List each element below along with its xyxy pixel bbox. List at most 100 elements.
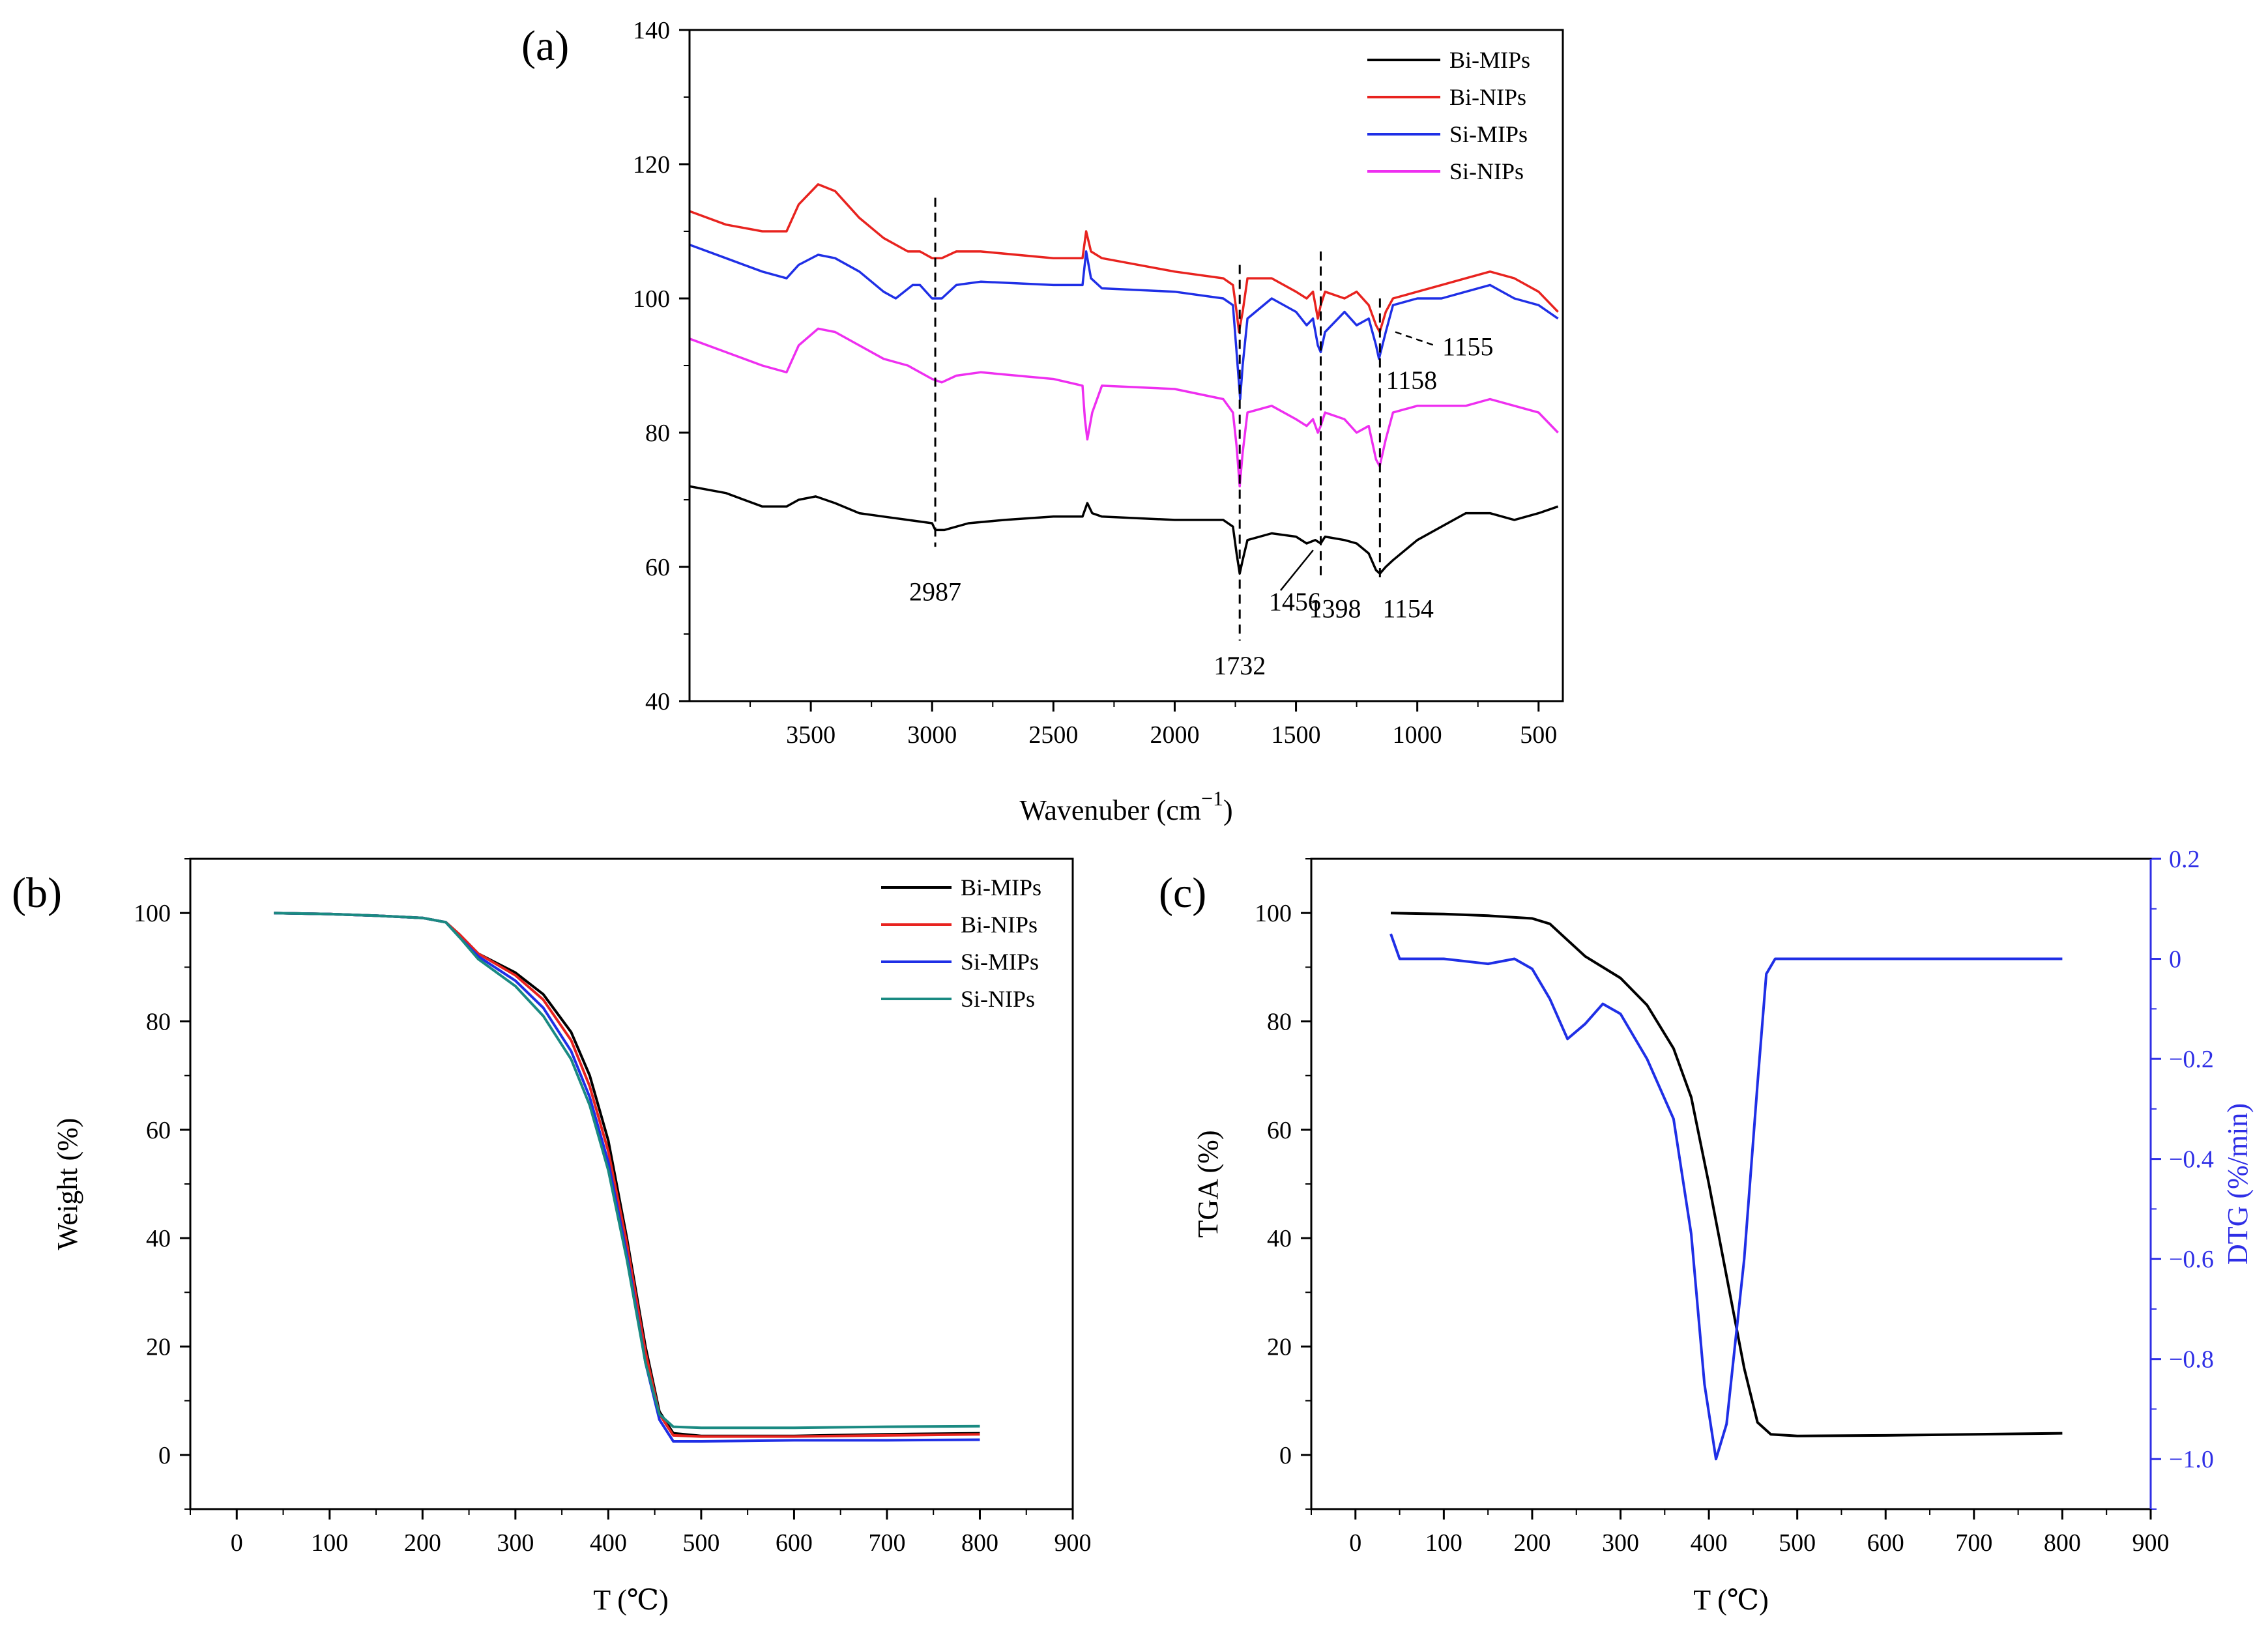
panel-b-xtick-label: 300 [497,1529,534,1557]
panel-a-xtick-label: 2500 [1028,721,1078,749]
panel-a-ytick-label: 80 [645,420,670,447]
panel-c-frame [1310,858,2152,1510]
panel-c-rtick-label: 0 [2169,946,2181,973]
panel-a-xtick-label: 500 [1520,721,1557,749]
panel-b-xtick-label: 0 [231,1529,243,1557]
annotation-1456: 1456 [1269,587,1321,616]
panel-b-label: (b) [12,869,62,917]
series-line-tga [1390,912,2063,1437]
panel-c-ytick-label: 100 [1255,900,1292,927]
annotation-2987: 2987 [909,577,961,607]
panel-a-frame [688,29,1564,702]
panel-b-ytick-label: 60 [146,1117,171,1144]
panel-b-legend: Bi-MIPs Bi-NIPs Si-MIPs Si-NIPs [881,874,1041,1012]
panel-c-xtick-label: 900 [2132,1529,2170,1557]
series-line-si-nips [274,912,980,1430]
annotation-1155: 1155 [1442,332,1494,362]
panel-a-xtick-label: 2000 [1150,721,1199,749]
panel-b-ytick-label: 80 [146,1009,171,1036]
panel-c-rtick-label: −0.4 [2169,1146,2214,1174]
panel-c-xtick-label: 500 [1779,1529,1816,1557]
series-line-dtg [1389,933,2063,1461]
panel-c-rtick-label: −1.0 [2169,1446,2214,1473]
panel-a-xtick-label: 1500 [1272,721,1321,749]
panel-a-series [689,183,1559,575]
panel-b-ytick-label: 0 [158,1442,171,1469]
panel-b-frame [189,858,1074,1510]
panel-a-ytick-label: 100 [633,285,670,313]
panel-c-xtick-label: 600 [1867,1529,1904,1557]
panel-c-rtick-label: −0.8 [2169,1346,2214,1374]
panel-c-xtick-label: 0 [1349,1529,1361,1557]
panel-a-xlabel: Wavenuber (cm−1) [1019,786,1232,826]
legend-label-bi-nips: Bi-NIPs [1449,84,1526,110]
annotation-1732: 1732 [1214,651,1266,680]
panel-a-ticks: 3500 3000 2500 2000 1500 1000 500 40 60 80 100 120 1… [633,17,1557,749]
legend-label-bi-nips: Bi-NIPs [961,912,1038,938]
panel-c-ytick-label: 0 [1279,1442,1292,1469]
panel-c-xtick-label: 800 [2044,1529,2081,1557]
panel-c-ytick-label: 60 [1267,1117,1292,1144]
legend-label-si-nips: Si-NIPs [961,986,1035,1012]
panel-b-ylabel: Weight (%) [51,1118,83,1250]
panel-c-ytick-label: 80 [1267,1009,1292,1036]
legend-label-si-mips: Si-MIPs [961,949,1039,975]
panel-b-xtick-label: 100 [311,1529,348,1557]
leader-1155 [1395,331,1435,347]
panel-c-ytick-label: 40 [1267,1225,1292,1252]
panel-c-xtick-label: 200 [1513,1529,1550,1557]
annotation-1154: 1154 [1382,594,1434,623]
panel-b: (b) 0 100 200 300 400 500 600 700 800 900 0 20 40 60 8… [12,858,1092,1616]
panel-a-ytick-label: 120 [633,151,670,179]
series-line-bi-nips [689,183,1559,334]
panel-b-ytick-label: 100 [134,900,171,927]
panel-c-xtick-label: 100 [1425,1529,1462,1557]
panel-c-ticks: 0 100 200 300 400 500 600 700 800 900 0 20 40 60 80 100… [1255,846,2214,1557]
series-line-bi-mips [689,485,1559,575]
legend-label-si-mips: Si-MIPs [1449,121,1528,147]
panel-c-xlabel: T (℃) [1693,1584,1769,1616]
panel-b-xtick-label: 500 [682,1529,720,1557]
panel-a-xtick-label: 3500 [786,721,836,749]
panel-c-xtick-label: 400 [1691,1529,1728,1557]
panel-c-xtick-label: 700 [1955,1529,1992,1557]
panel-c-label: (c) [1159,869,1206,917]
panel-c-rtick-label: −0.2 [2169,1046,2214,1073]
series-line-si-mips [274,912,980,1443]
panel-b-xtick-label: 400 [590,1529,627,1557]
panel-a-legend: Bi-MIPs Bi-NIPs Si-MIPs Si-NIPs [1367,47,1530,184]
series-line-bi-nips [274,912,980,1438]
panel-c: (c) 0 100 200 300 400 500 600 700 800 90002040608… [1159,846,2254,1616]
panel-a-ytick-label: 40 [645,688,670,715]
panel-b-xlabel: T (℃) [593,1584,669,1616]
annotation-1398: 1398 [1309,594,1361,623]
panel-b-xtick-label: 600 [776,1529,813,1557]
panel-c-ylabel: TGA (%) [1192,1131,1224,1238]
panel-b-xtick-label: 200 [404,1529,441,1557]
panel-b-xtick-label: 700 [868,1529,905,1557]
series-line-bi-mips [274,912,980,1437]
panel-b-xtick-label: 900 [1054,1529,1092,1557]
panel-a-label: (a) [521,22,569,70]
panel-a-ytick-label: 60 [645,554,670,581]
legend-label-si-nips: Si-NIPs [1449,158,1524,184]
panel-b-ytick-label: 20 [146,1334,171,1361]
annotation-1158: 1158 [1386,366,1438,395]
panel-c-ytick-label: 20 [1267,1334,1292,1361]
panel-b-series [274,912,980,1443]
panel-a-xtick-label: 1000 [1393,721,1442,749]
panel-b-ytick-label: 40 [146,1225,171,1252]
panel-c-rtick-label: 0.2 [2169,846,2200,873]
panel-a-xtick-label: 3000 [907,721,957,749]
leader-1456 [1279,549,1314,591]
panel-c-rtick-label: −0.6 [2169,1246,2214,1273]
panel-a-ytick-label: 140 [633,17,670,44]
series-line-si-mips [689,243,1559,401]
legend-label-bi-mips: Bi-MIPs [961,874,1041,901]
panel-b-ticks: 0 100 200 300 400 500 600 700 800 900 0 20 40 60 80 100 [134,858,1092,1557]
panel-c-series [1389,912,2063,1461]
panel-c-xtick-label: 300 [1602,1529,1639,1557]
series-line-si-nips [689,327,1559,488]
